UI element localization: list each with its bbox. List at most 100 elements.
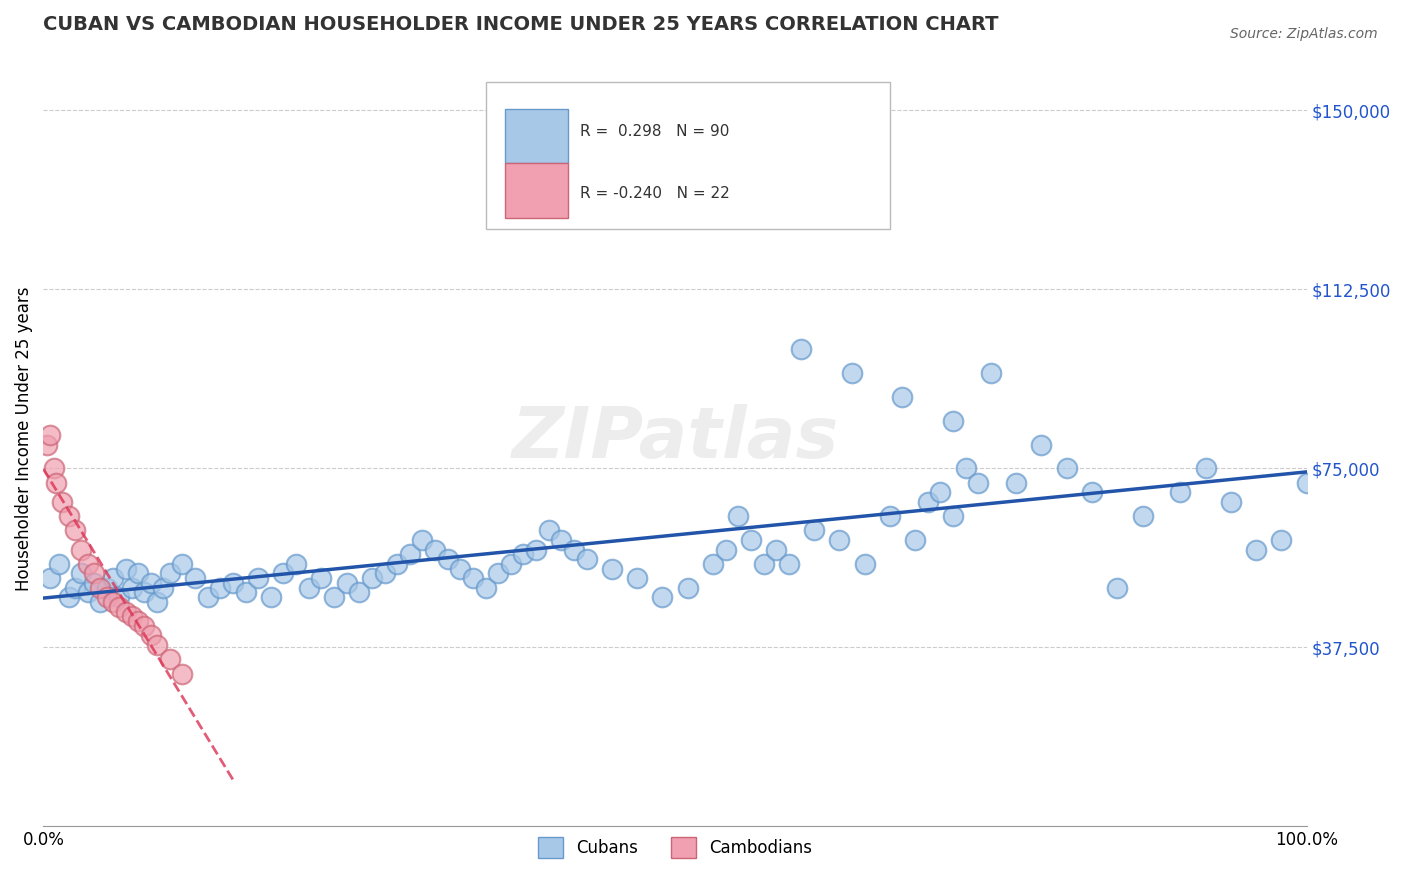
Point <box>96 581 118 595</box>
Point <box>803 524 825 538</box>
Point <box>146 595 169 609</box>
Point <box>512 547 534 561</box>
Point <box>676 581 699 595</box>
Point <box>63 581 86 595</box>
Point <box>159 566 181 581</box>
Point <box>828 533 851 547</box>
Point <box>197 591 219 605</box>
Point <box>336 575 359 590</box>
Point <box>702 557 724 571</box>
Point <box>562 542 585 557</box>
Point <box>139 628 162 642</box>
Point <box>114 561 136 575</box>
Point <box>360 571 382 585</box>
Point <box>385 557 408 571</box>
Point <box>89 595 111 609</box>
Point <box>942 509 965 524</box>
Point <box>1132 509 1154 524</box>
Point <box>37 437 59 451</box>
Point <box>486 566 509 581</box>
Point <box>48 557 70 571</box>
Point <box>58 509 80 524</box>
Point <box>89 581 111 595</box>
Point <box>373 566 395 581</box>
Point <box>134 585 156 599</box>
Text: Source: ZipAtlas.com: Source: ZipAtlas.com <box>1230 27 1378 41</box>
Point <box>449 561 471 575</box>
FancyBboxPatch shape <box>505 163 568 218</box>
Point <box>651 591 673 605</box>
Y-axis label: Householder Income Under 25 years: Householder Income Under 25 years <box>15 286 32 591</box>
Point <box>51 495 73 509</box>
Point <box>121 581 143 595</box>
Point <box>967 475 990 490</box>
Point <box>929 485 952 500</box>
Point <box>841 366 863 380</box>
Point <box>955 461 977 475</box>
Point <box>461 571 484 585</box>
FancyBboxPatch shape <box>485 82 890 229</box>
Point <box>260 591 283 605</box>
Point <box>96 591 118 605</box>
Point <box>1244 542 1267 557</box>
Point <box>108 599 131 614</box>
Point <box>626 571 648 585</box>
Point <box>411 533 433 547</box>
Point <box>423 542 446 557</box>
Text: ZIPatlas: ZIPatlas <box>512 404 839 473</box>
Point <box>134 619 156 633</box>
Point <box>159 652 181 666</box>
Point <box>146 638 169 652</box>
Point <box>550 533 572 547</box>
Point <box>311 571 333 585</box>
Point <box>1295 475 1317 490</box>
Point <box>891 390 914 404</box>
Point <box>121 609 143 624</box>
Point <box>127 566 149 581</box>
Point <box>235 585 257 599</box>
Point <box>778 557 800 571</box>
Point <box>58 591 80 605</box>
Point <box>904 533 927 547</box>
Point <box>1220 495 1243 509</box>
Point <box>1270 533 1292 547</box>
Point <box>101 595 124 609</box>
Point <box>499 557 522 571</box>
Point <box>524 542 547 557</box>
Point <box>42 461 65 475</box>
Legend: Cubans, Cambodians: Cubans, Cambodians <box>531 830 820 864</box>
Point <box>101 571 124 585</box>
Point <box>83 575 105 590</box>
Point <box>63 524 86 538</box>
Point <box>45 475 67 490</box>
Point <box>980 366 1002 380</box>
Point <box>575 552 598 566</box>
Point <box>1195 461 1218 475</box>
Point <box>285 557 308 571</box>
Point <box>853 557 876 571</box>
Point <box>76 557 98 571</box>
Point <box>917 495 939 509</box>
Point <box>1005 475 1028 490</box>
Point <box>879 509 901 524</box>
Point <box>127 614 149 628</box>
Point <box>172 666 194 681</box>
Point <box>727 509 749 524</box>
Point <box>349 585 371 599</box>
Point <box>209 581 232 595</box>
Point <box>70 542 93 557</box>
Point <box>790 342 813 356</box>
Point <box>600 561 623 575</box>
Point <box>752 557 775 571</box>
Point <box>70 566 93 581</box>
Text: CUBAN VS CAMBODIAN HOUSEHOLDER INCOME UNDER 25 YEARS CORRELATION CHART: CUBAN VS CAMBODIAN HOUSEHOLDER INCOME UN… <box>44 15 998 34</box>
Text: R = -0.240   N = 22: R = -0.240 N = 22 <box>581 186 730 202</box>
Point <box>765 542 787 557</box>
Point <box>1170 485 1192 500</box>
Point <box>1031 437 1053 451</box>
Point <box>38 428 60 442</box>
Point <box>108 591 131 605</box>
Point <box>298 581 321 595</box>
Point <box>222 575 245 590</box>
Point <box>172 557 194 571</box>
